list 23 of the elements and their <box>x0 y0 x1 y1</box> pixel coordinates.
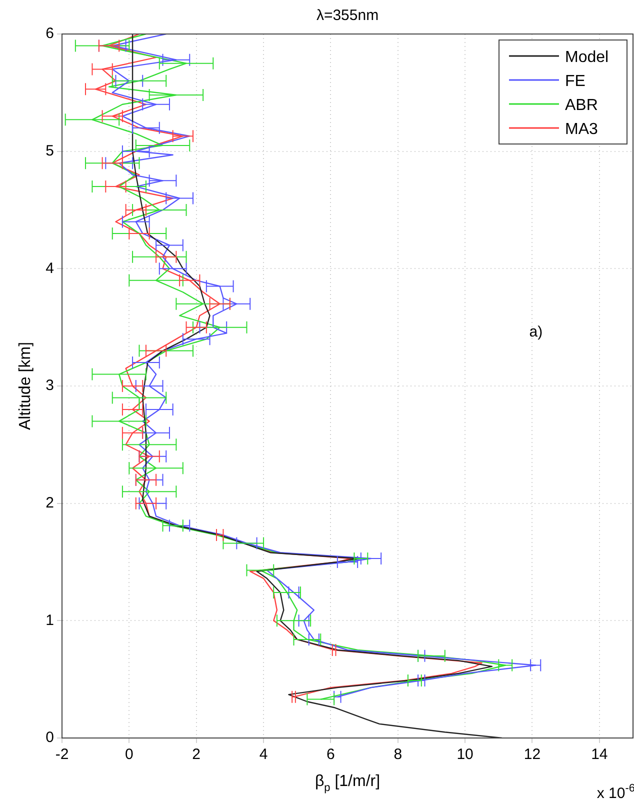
x-tick-label: 6 <box>326 746 335 764</box>
y-tick-label: 3 <box>46 377 54 394</box>
x-tick-label: 2 <box>192 746 201 764</box>
legend-label: MA3 <box>565 121 598 138</box>
x-tick-label: -2 <box>55 746 69 764</box>
x-tick-label: 8 <box>394 746 402 764</box>
y-tick-label: 1 <box>46 612 54 629</box>
x-tick-label: 14 <box>591 746 608 764</box>
x-tick-label: 4 <box>259 746 268 764</box>
y-axis-title: Altitude [km] <box>17 342 34 430</box>
legend-label: FE <box>565 73 586 90</box>
legend-label: ABR <box>565 97 598 114</box>
y-tick-label: 6 <box>46 25 54 42</box>
legend-label: Model <box>565 49 609 66</box>
x-tick-label: 12 <box>524 746 541 764</box>
x-tick-label: 0 <box>125 746 134 764</box>
chart-title: λ=355nm <box>316 7 379 24</box>
y-tick-label: 5 <box>46 142 54 160</box>
y-tick-label: 2 <box>46 494 54 512</box>
annotation: a) <box>529 324 543 341</box>
y-tick-label: 0 <box>46 729 54 746</box>
x-tick-label: 10 <box>456 746 474 764</box>
y-tick-label: 4 <box>46 260 54 277</box>
